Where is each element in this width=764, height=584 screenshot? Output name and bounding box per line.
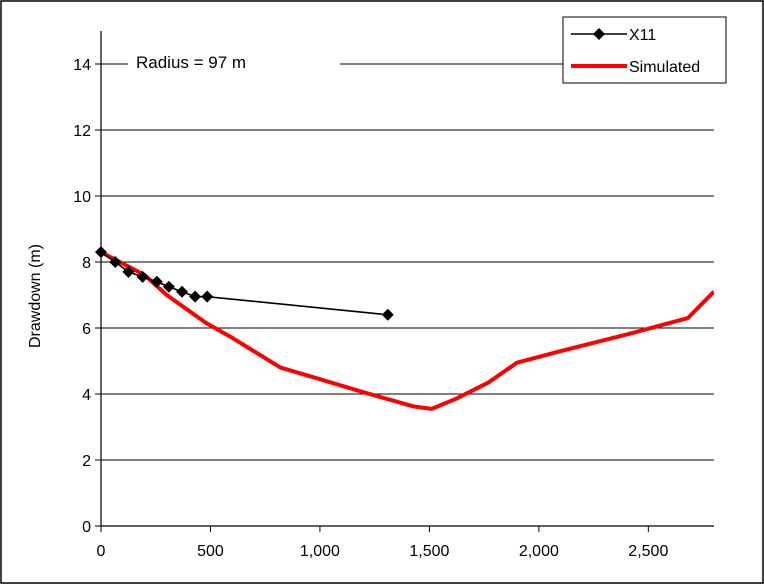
x-tick-label-2000: 2,000 (519, 543, 559, 560)
legend: X11 Simulated (562, 16, 727, 84)
x-tick-label-1500: 1,500 (409, 543, 449, 560)
annotation-label: Radius = 97 m (136, 53, 246, 72)
series-point-x11-6 (176, 285, 189, 298)
series-point-x11-8 (201, 290, 214, 303)
y-axis-title: Drawdown (m) (27, 244, 44, 348)
series-point-x11-4 (150, 275, 163, 288)
tick-labels: 0 2 4 6 8 10 12 14 0 500 1,000 1,500 2,000 2,500 (73, 57, 668, 560)
y-tick-label-2: 2 (82, 453, 91, 470)
series-group (95, 246, 714, 411)
y-tick-label-8: 8 (82, 255, 91, 272)
annotation: Radius = 97 m (128, 50, 340, 76)
series-point-x11-5 (162, 280, 175, 293)
y-tick-label-10: 10 (73, 189, 91, 206)
y-tick-label-6: 6 (82, 321, 91, 338)
series-point-x11-9 (381, 308, 394, 321)
x-tick-label-0: 0 (97, 543, 106, 560)
annotation-background (128, 50, 340, 76)
legend-label-x11: X11 (629, 27, 656, 44)
y-tick-label-4: 4 (82, 387, 91, 404)
series-point-x11-3 (136, 270, 149, 283)
y-tick-label-0: 0 (82, 519, 91, 536)
series-point-x11-0 (95, 246, 107, 259)
series-point-x11-1 (109, 256, 122, 268)
axes (95, 31, 714, 532)
legend-box (562, 16, 727, 84)
series-line-simulated (101, 250, 714, 411)
y-tick-label-12: 12 (73, 123, 91, 140)
series-point-x11-2 (122, 265, 135, 278)
x-tick-label-2500: 2,500 (628, 543, 668, 560)
legend-marker-x11 (593, 28, 605, 40)
series-line-x11 (101, 251, 388, 316)
series-point-x11-7 (189, 290, 202, 303)
y-tick-label-14: 14 (73, 57, 91, 74)
x-tick-label-1000: 1,000 (300, 543, 340, 560)
legend-label-simulated: Simulated (629, 59, 700, 76)
x-tick-label-500: 500 (197, 543, 224, 560)
